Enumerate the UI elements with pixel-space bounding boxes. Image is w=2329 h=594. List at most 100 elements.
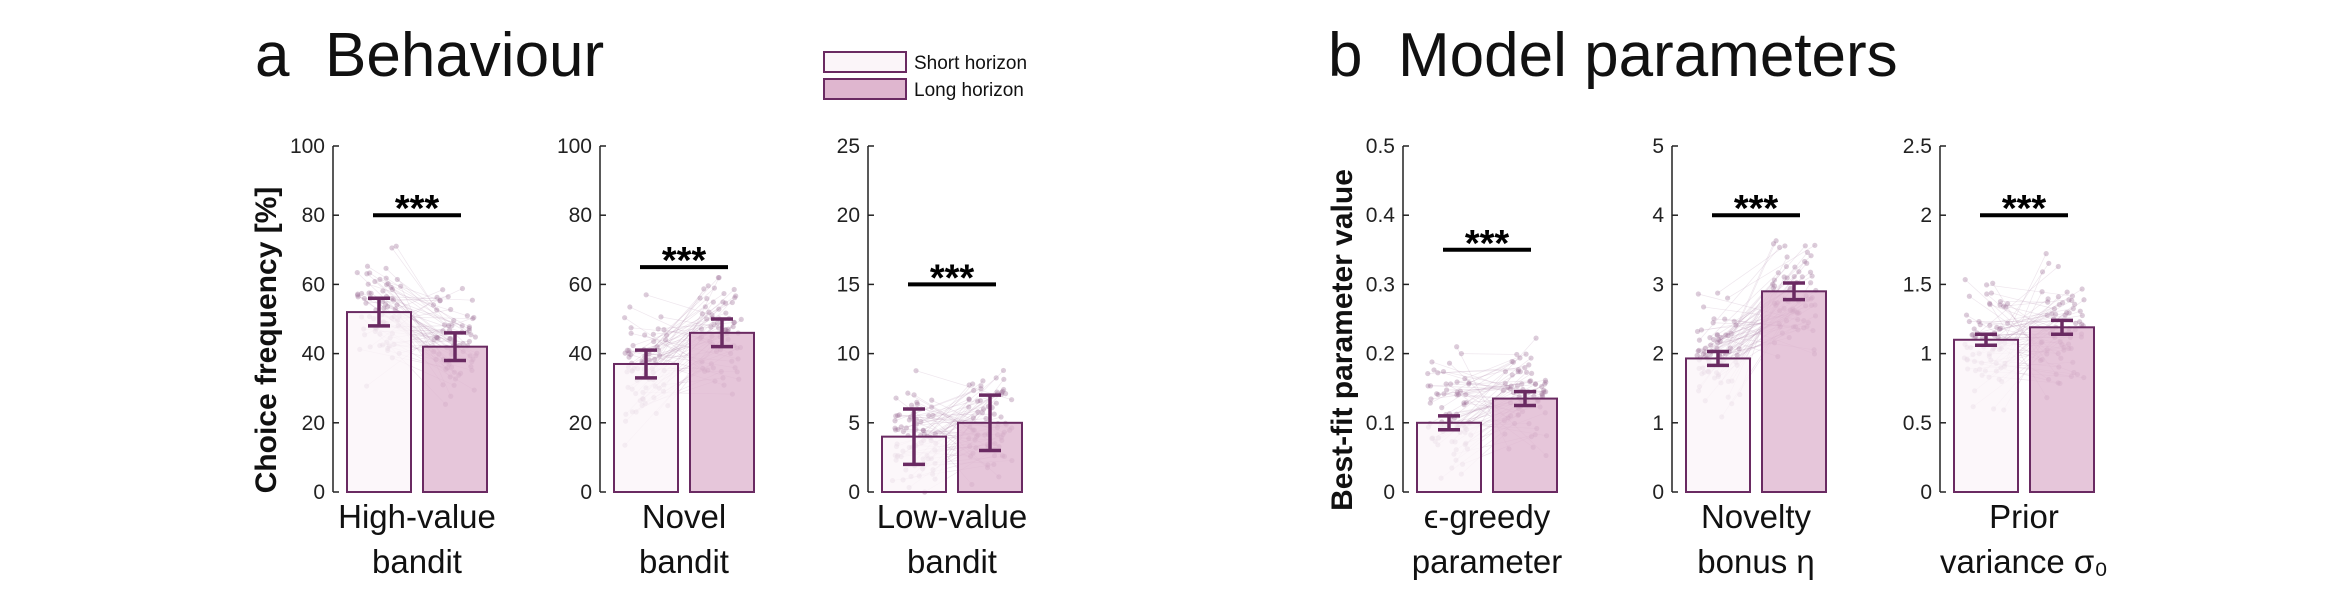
- participant-point: [380, 298, 386, 305]
- participant-point: [1808, 253, 1814, 259]
- participant-line: [644, 302, 726, 375]
- participant-point: [2055, 294, 2062, 300]
- participant-point: [2045, 296, 2051, 302]
- participant-point: [383, 275, 389, 281]
- participant-line: [1468, 361, 1514, 384]
- participant-point: [1533, 381, 1539, 387]
- participant-point: [2055, 263, 2061, 270]
- y-tick-label: 0.3: [1366, 273, 1395, 296]
- participant-line: [1699, 247, 1780, 341]
- participant-point: [1707, 335, 1713, 341]
- participant-line: [1699, 255, 1812, 361]
- participant-line: [393, 299, 470, 329]
- participant-point: [1446, 360, 1453, 366]
- participant-line: [395, 245, 434, 306]
- participant-point: [1434, 391, 1440, 397]
- subplots: ***020406080100High-valuebandit***020406…: [290, 135, 2108, 580]
- participant-line: [379, 279, 441, 301]
- participant-line: [387, 283, 470, 328]
- participant-point: [929, 404, 935, 410]
- participant-point: [1461, 402, 1467, 408]
- participant-point: [459, 323, 465, 329]
- participant-point: [893, 413, 899, 419]
- participant-point: [646, 357, 653, 363]
- participant-point: [709, 312, 715, 318]
- participant-point: [1517, 369, 1523, 375]
- bar-short-horizon: [1953, 338, 2019, 494]
- participant-point: [2070, 306, 2076, 312]
- participant-point: [704, 316, 710, 322]
- participant-point: [977, 398, 983, 404]
- participant-point: [1443, 381, 1449, 387]
- participant-line: [647, 288, 705, 378]
- participant-line: [1991, 292, 2055, 310]
- participant-line: [1457, 385, 1518, 428]
- legend-label-long: Long horizon: [914, 80, 1024, 101]
- participant-point: [1987, 322, 1993, 328]
- subplot-4: *** 0 0.1 0.2 0.3 0.4 0.5 ϵ-greedy parameter: [1366, 135, 1562, 580]
- participant-point: [723, 310, 729, 316]
- participant-line: [930, 391, 998, 441]
- participant-line: [916, 407, 993, 425]
- participant-point: [914, 401, 920, 407]
- participant-line: [374, 281, 455, 346]
- participant-point: [716, 275, 722, 281]
- subplot-5: *** 0 1 2 3 4 5 Novelty bonus η: [1652, 135, 1827, 580]
- participant-point: [980, 378, 986, 384]
- participant-point: [1996, 326, 2003, 332]
- participant-point: [368, 290, 374, 296]
- participant-point: [1528, 378, 1534, 384]
- participant-point: [1792, 264, 1798, 270]
- participant-point: [1696, 337, 1703, 343]
- participant-point: [367, 270, 373, 276]
- participant-point: [437, 298, 443, 304]
- participant-point: [627, 304, 633, 310]
- participant-point: [714, 320, 721, 326]
- y-tick-label: 3: [1652, 273, 1664, 296]
- participant-point: [466, 325, 472, 332]
- participant-point: [2049, 311, 2055, 317]
- subplot-3: *** 0 5 10 15 20 25 Low-value bandit: [837, 135, 1028, 580]
- participant-line: [1441, 357, 1521, 408]
- participant-line: [1430, 361, 1513, 404]
- bar-long-horizon: [2029, 326, 2095, 493]
- y-tick-label: 1: [1920, 343, 1932, 366]
- participant-point: [626, 347, 632, 354]
- significance-label: ***: [930, 257, 975, 299]
- x-axis-label-line-1: Novelty: [1701, 498, 1812, 535]
- participant-line: [923, 405, 989, 441]
- participant-point: [1542, 377, 1549, 383]
- participant-point: [722, 300, 729, 306]
- participant-point: [998, 414, 1004, 420]
- participant-point: [1710, 320, 1716, 326]
- participant-point: [1533, 335, 1539, 341]
- participant-point: [651, 338, 657, 345]
- participant-point: [437, 297, 443, 304]
- participant-point: [394, 276, 400, 283]
- y-tick-label: 1.5: [1903, 273, 1932, 296]
- participant-point: [1458, 351, 1464, 357]
- x-axis-label-line-2: variance σ₀: [1940, 543, 2108, 580]
- participant-point: [715, 275, 722, 281]
- participant-point: [715, 325, 722, 331]
- participant-point: [1770, 241, 1777, 247]
- participant-point: [388, 284, 394, 290]
- participant-point: [447, 335, 454, 342]
- significance-label: ***: [2002, 188, 2047, 230]
- participant-point: [975, 398, 981, 404]
- participant-point: [900, 428, 906, 435]
- participant-point: [651, 356, 658, 362]
- participant-point: [1435, 370, 1441, 376]
- participant-point: [1791, 273, 1797, 280]
- significance-label: ***: [1734, 188, 1779, 230]
- participant-point: [1809, 273, 1815, 279]
- participant-point: [1969, 332, 1975, 338]
- y-tick-label: 10: [837, 343, 860, 366]
- participant-point: [723, 327, 729, 333]
- participant-line: [1719, 279, 1775, 342]
- participant-point: [364, 271, 370, 277]
- participant-point: [2005, 320, 2011, 326]
- participant-line: [397, 279, 476, 338]
- participant-point: [1524, 369, 1530, 375]
